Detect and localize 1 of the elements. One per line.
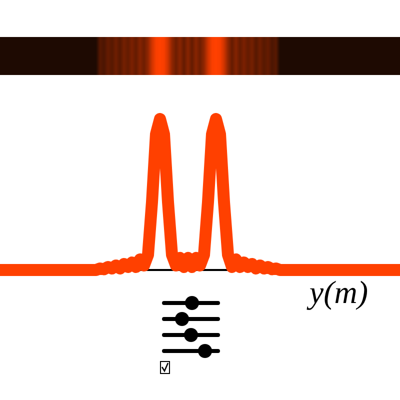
x-axis-title: y(m) — [306, 274, 368, 310]
